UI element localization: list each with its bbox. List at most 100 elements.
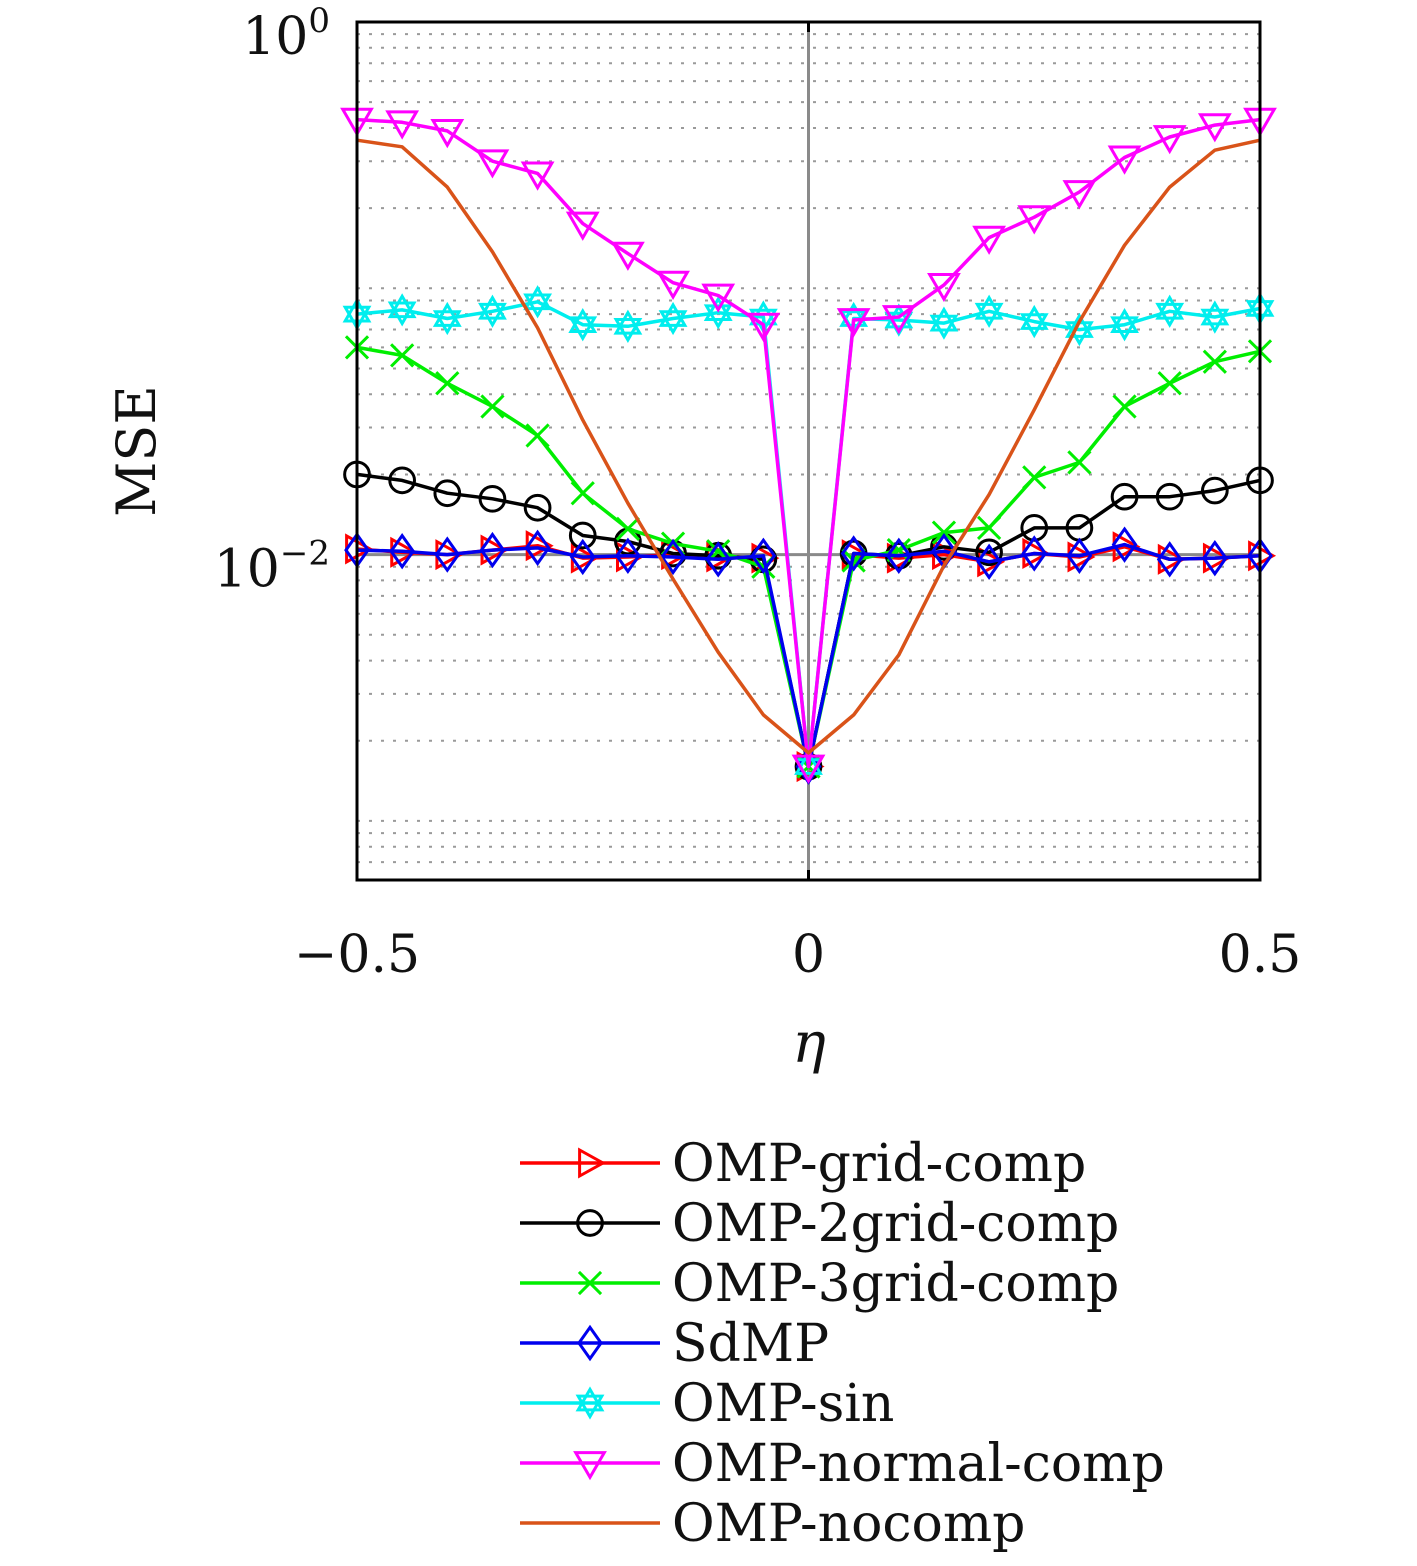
data-point bbox=[703, 296, 733, 330]
data-point bbox=[615, 516, 641, 541]
series-omp-nocomp bbox=[356, 138, 1261, 755]
data-point bbox=[430, 119, 465, 149]
data-point bbox=[578, 1147, 607, 1179]
data-point bbox=[576, 1209, 604, 1237]
data-point bbox=[435, 371, 460, 396]
data-point bbox=[1157, 371, 1182, 396]
x-tick-label: −0.5 bbox=[294, 925, 420, 985]
data-point bbox=[1067, 450, 1092, 475]
data-point bbox=[1155, 482, 1184, 511]
legend-label: OMP-3grid-comp bbox=[672, 1254, 1119, 1314]
data-point bbox=[433, 479, 462, 508]
legend-label: OMP-2grid-comp bbox=[672, 1194, 1119, 1254]
data-point bbox=[575, 1386, 605, 1420]
data-point bbox=[701, 283, 736, 313]
data-point bbox=[478, 484, 507, 513]
data-point bbox=[1111, 526, 1138, 563]
data-point bbox=[975, 538, 1003, 567]
data-point bbox=[1202, 349, 1227, 374]
legend-label: OMP-sin bbox=[672, 1374, 894, 1434]
data-point bbox=[569, 538, 596, 576]
data-point bbox=[390, 343, 415, 368]
data-point bbox=[656, 270, 690, 300]
data-point bbox=[389, 532, 416, 570]
data-point bbox=[432, 301, 462, 336]
x-tick-label: 0.5 bbox=[1219, 925, 1302, 985]
y-axis-title: MSE bbox=[105, 385, 168, 517]
data-point bbox=[615, 537, 641, 574]
x-tick-label: 0 bbox=[792, 925, 825, 985]
data-point bbox=[1152, 125, 1187, 155]
data-point bbox=[750, 537, 777, 574]
data-point bbox=[931, 520, 957, 545]
data-point bbox=[1110, 308, 1139, 342]
data-point bbox=[385, 110, 420, 140]
series-line bbox=[356, 138, 1261, 755]
legend-entry: OMP-nocomp bbox=[520, 1494, 1025, 1554]
y-tick-label: 100 bbox=[242, 1, 330, 67]
data-point bbox=[565, 211, 600, 241]
data-point bbox=[1019, 304, 1049, 339]
legend-entry: OMP-normal-comp bbox=[520, 1434, 1165, 1494]
data-point bbox=[836, 308, 871, 338]
series-lines bbox=[340, 107, 1277, 785]
data-point bbox=[434, 536, 461, 573]
data-point bbox=[1201, 539, 1228, 577]
legend: OMP-grid-compOMP-2grid-compOMP-3grid-com… bbox=[520, 1134, 1165, 1554]
data-point bbox=[927, 272, 961, 303]
data-point bbox=[387, 293, 417, 327]
series-line bbox=[356, 117, 1261, 769]
legend-entry: OMP-grid-comp bbox=[520, 1134, 1086, 1194]
data-point bbox=[525, 423, 550, 448]
data-point bbox=[1201, 476, 1229, 505]
legend-entry: OMP-3grid-comp bbox=[520, 1254, 1119, 1314]
data-point bbox=[478, 294, 507, 328]
data-point bbox=[1156, 541, 1183, 578]
data-point bbox=[524, 529, 551, 567]
reference-lines bbox=[357, 22, 1260, 880]
axis-ticks: −0.5 0 0.5 100 10−2 bbox=[214, 1, 1302, 985]
data-point bbox=[976, 515, 1002, 540]
legend-label: OMP-normal-comp bbox=[672, 1434, 1165, 1494]
series-omp-normal-comp bbox=[340, 107, 1277, 784]
data-point bbox=[974, 294, 1004, 328]
data-point bbox=[929, 306, 959, 340]
data-point bbox=[523, 493, 552, 522]
y-tick-label: 10−2 bbox=[214, 534, 330, 600]
legend-label: SdMP bbox=[672, 1314, 829, 1374]
data-point bbox=[746, 312, 781, 342]
data-point bbox=[1062, 180, 1097, 210]
data-point bbox=[976, 543, 1002, 580]
data-point bbox=[1197, 113, 1232, 143]
data-point bbox=[1107, 145, 1142, 175]
data-point bbox=[577, 1324, 603, 1362]
data-point bbox=[1110, 482, 1139, 511]
data-point bbox=[1200, 300, 1230, 334]
legend-label: OMP-grid-comp bbox=[672, 1134, 1086, 1194]
data-point bbox=[610, 241, 645, 271]
data-point bbox=[573, 1451, 607, 1481]
data-point bbox=[881, 305, 916, 335]
data-point bbox=[568, 308, 598, 342]
data-point bbox=[705, 541, 732, 578]
data-point bbox=[577, 1270, 603, 1296]
data-point bbox=[479, 531, 506, 569]
data-point bbox=[480, 394, 505, 419]
legend-label: OMP-nocomp bbox=[672, 1494, 1025, 1554]
data-point bbox=[388, 466, 416, 495]
legend-entry: OMP-2grid-comp bbox=[520, 1194, 1119, 1254]
data-point bbox=[613, 309, 643, 343]
legend-entry: OMP-sin bbox=[520, 1374, 894, 1434]
legend-entry: SdMP bbox=[520, 1314, 829, 1374]
data-point bbox=[570, 481, 595, 506]
data-point bbox=[1021, 535, 1048, 572]
data-point bbox=[475, 149, 510, 179]
data-point bbox=[660, 538, 686, 576]
data-point bbox=[568, 521, 597, 550]
data-point bbox=[885, 537, 912, 574]
data-point bbox=[1155, 294, 1185, 328]
data-point bbox=[658, 301, 688, 336]
data-point bbox=[1017, 205, 1052, 235]
data-point bbox=[1022, 465, 1047, 490]
